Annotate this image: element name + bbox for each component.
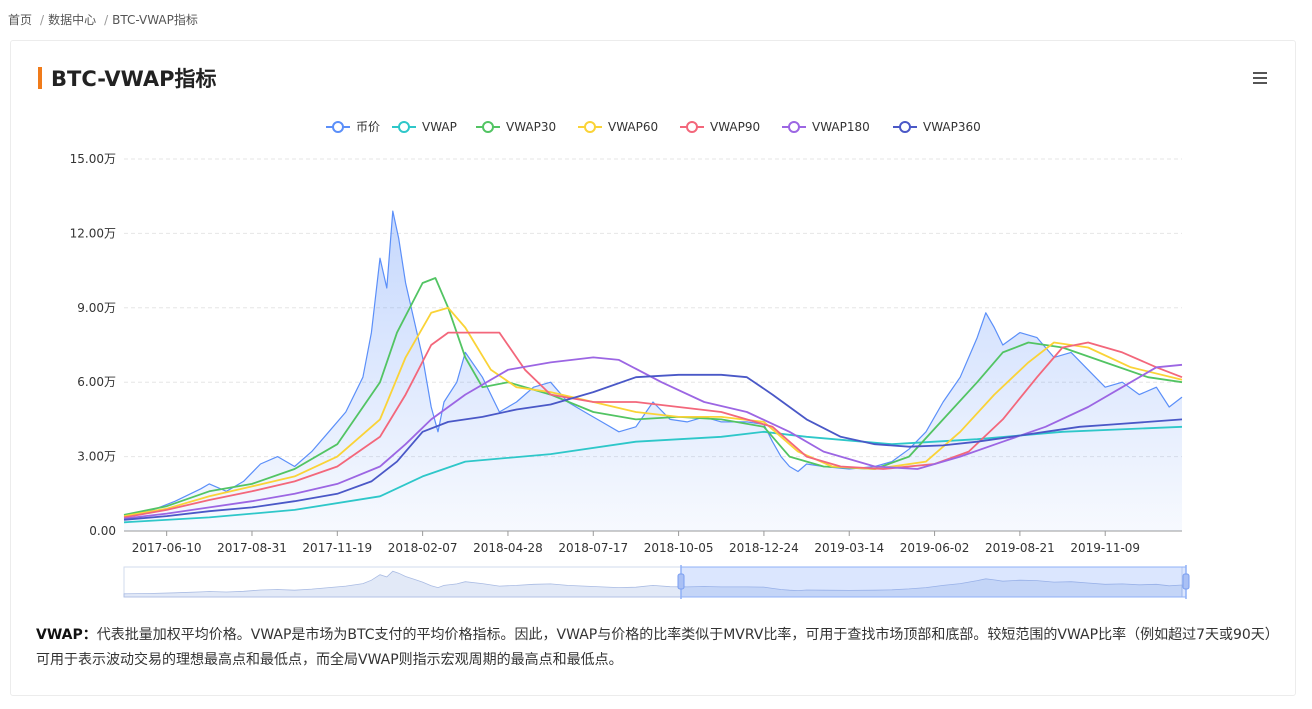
price-area-fill xyxy=(124,211,1182,531)
breadcrumb: 首页 / 数据中心 / BTC-VWAP指标 xyxy=(8,11,202,28)
breadcrumb-separator: / xyxy=(40,13,45,27)
x-tick-label: 2018-10-05 xyxy=(644,541,714,555)
legend-label: VWAP30 xyxy=(506,120,556,134)
x-tick-label: 2017-11-19 xyxy=(302,541,372,555)
series-line-3 xyxy=(123,306,1183,517)
x-axis: 2017-06-10 2017-08-31 2017-11-19 2018-02-07… xyxy=(132,531,1140,555)
x-tick-label: 2017-08-31 xyxy=(217,541,287,555)
y-tick-label: 6.00万 xyxy=(77,375,116,389)
page-title: BTC-VWAP指标 xyxy=(51,67,217,91)
x-tick-label: 2018-12-24 xyxy=(729,541,799,555)
legend-item-2[interactable]: VWAP30 xyxy=(476,120,556,134)
legend-label: VWAP360 xyxy=(923,120,981,134)
breadcrumb-separator: / xyxy=(104,13,109,27)
title-bar: BTC-VWAP指标 xyxy=(38,67,217,91)
title-accent xyxy=(38,67,42,89)
x-tick-label: 2018-02-07 xyxy=(388,541,458,555)
chart-card: BTC-VWAP指标 币价 VWAP VWAP30 VWAP60 VWAP90 VWAP1… xyxy=(10,40,1296,696)
y-tick-label: 3.00万 xyxy=(77,450,116,464)
series-line-6 xyxy=(123,373,1183,521)
legend-item-4[interactable]: VWAP90 xyxy=(680,120,760,134)
zoom-handle-left[interactable] xyxy=(677,565,685,599)
legend-label: VWAP180 xyxy=(812,120,870,134)
price-area xyxy=(124,211,1182,531)
menu-icon[interactable] xyxy=(1253,72,1267,84)
series-line-0 xyxy=(123,210,1183,516)
x-tick-label: 2019-06-02 xyxy=(900,541,970,555)
legend-label: VWAP90 xyxy=(710,120,760,134)
y-tick-label: 15.00万 xyxy=(70,152,116,166)
breadcrumb-home[interactable]: 首页 xyxy=(8,13,33,27)
x-tick-label: 2019-03-14 xyxy=(814,541,884,555)
vwap-line-chart: 币价 VWAP VWAP30 VWAP60 VWAP90 VWAP180 VWAP360 0… xyxy=(70,120,1190,599)
x-tick-label: 2018-07-17 xyxy=(558,541,628,555)
y-axis: 0.00 3.00万 6.00万 9.00万 12.00万 15.00万 xyxy=(70,152,116,538)
legend-item-1[interactable]: VWAP xyxy=(392,120,457,134)
breadcrumb-current: BTC-VWAP指标 xyxy=(112,13,198,27)
legend-item-6[interactable]: VWAP360 xyxy=(893,120,981,134)
zoom-preview xyxy=(123,570,1183,598)
x-tick-label: 2018-04-28 xyxy=(473,541,543,555)
description-text: 代表批量加权平均价格。VWAP是市场为BTC支付的平均价格指标。因此，VWAP与… xyxy=(36,627,1272,668)
legend-item-0[interactable]: 币价 xyxy=(326,120,380,134)
x-tick-label: 2019-08-21 xyxy=(985,541,1055,555)
series-line-2 xyxy=(123,277,1183,516)
legend-item-3[interactable]: VWAP60 xyxy=(578,120,658,134)
x-tick-label: 2017-06-10 xyxy=(132,541,202,555)
y-tick-label: 0.00 xyxy=(89,524,116,538)
datazoom-slider[interactable] xyxy=(123,565,1190,599)
x-tick-label: 2019-11-09 xyxy=(1070,541,1140,555)
description-term: VWAP xyxy=(36,627,83,643)
chart-legend[interactable]: 币价 VWAP VWAP30 VWAP60 VWAP90 VWAP180 VWAP360 xyxy=(326,120,981,134)
series-lines xyxy=(123,210,1183,524)
description-colon: ： xyxy=(82,627,97,643)
y-tick-label: 9.00万 xyxy=(77,301,116,315)
legend-item-5[interactable]: VWAP180 xyxy=(782,120,870,134)
description: VWAP：代表批量加权平均价格。VWAP是市场为BTC支付的平均价格指标。因此，… xyxy=(36,623,1276,673)
legend-label: 币价 xyxy=(356,120,380,134)
legend-label: VWAP60 xyxy=(608,120,658,134)
zoom-selection[interactable] xyxy=(680,566,1187,598)
zoom-handle-right[interactable] xyxy=(1182,565,1190,599)
legend-label: VWAP xyxy=(422,120,457,134)
series-line-4 xyxy=(123,331,1183,519)
breadcrumb-section[interactable]: 数据中心 xyxy=(48,13,97,27)
y-tick-label: 12.00万 xyxy=(70,226,116,240)
